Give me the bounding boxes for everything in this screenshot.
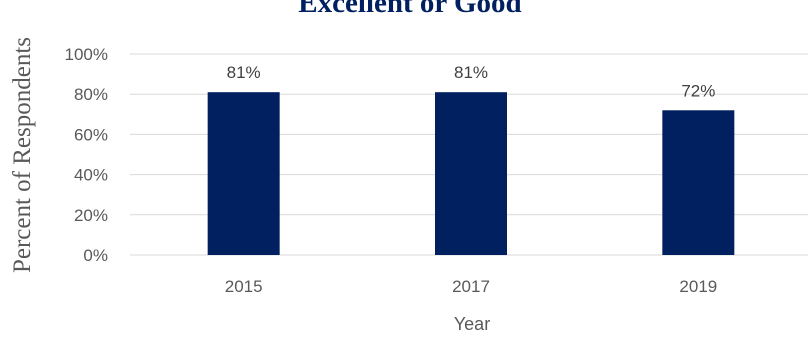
x-tick-label-2017: 2017 <box>452 277 490 296</box>
y-axis-title: Percent of Respondents <box>9 37 36 273</box>
y-tick-label: 80% <box>74 85 108 104</box>
data-labels: 81% 81% 72% <box>227 63 716 100</box>
data-label-2015: 81% <box>227 63 261 82</box>
x-axis-ticks: 2015 2017 2019 <box>225 277 717 296</box>
y-tick-label: 100% <box>65 45 108 64</box>
y-tick-label: 0% <box>83 246 108 265</box>
data-label-2017: 81% <box>454 63 488 82</box>
y-axis-ticks: 0% 20% 40% 60% 80% 100% <box>65 45 108 265</box>
bar-2019 <box>662 110 735 255</box>
y-tick-label: 40% <box>74 166 108 185</box>
data-label-2019: 72% <box>681 81 715 100</box>
y-tick-label: 60% <box>74 125 108 144</box>
bar-2015 <box>207 92 280 255</box>
y-tick-label: 20% <box>74 206 108 225</box>
x-tick-label-2019: 2019 <box>679 277 717 296</box>
x-axis-title: Year <box>454 314 490 333</box>
bar-2017 <box>435 92 507 255</box>
x-tick-label-2015: 2015 <box>225 277 263 296</box>
chart-title: Excellent or Good <box>298 0 521 19</box>
bars <box>207 92 735 255</box>
